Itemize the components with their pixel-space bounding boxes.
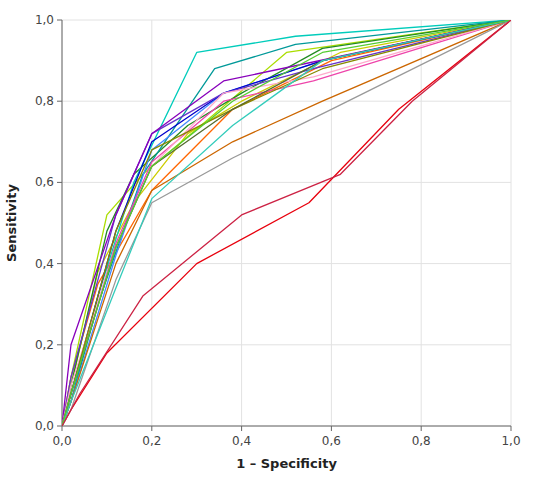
y-tick [57, 263, 62, 264]
x-grid-line [62, 20, 63, 426]
roc-curve [62, 20, 511, 426]
roc-curve [62, 20, 511, 426]
x-tick-label: 0,2 [142, 434, 161, 448]
x-grid-line [421, 20, 422, 426]
y-tick [57, 182, 62, 183]
roc-curve [62, 20, 511, 426]
grid [62, 20, 511, 426]
y-axis-line [62, 20, 63, 426]
y-grid-line [62, 101, 511, 102]
y-tick-label: 1,0 [35, 13, 54, 27]
y-tick-label: 0,2 [35, 338, 54, 352]
x-tick [62, 426, 63, 431]
chart: 0,0 0,2 0,4 0,6 0,8 1,0 0,0 0,2 0,4 0,6 0,8 1,0 1 – … [0, 0, 533, 482]
x-tick [511, 426, 512, 431]
roc-curve [62, 20, 511, 426]
y-tick-label: 0,6 [35, 175, 54, 189]
x-grid-line [331, 20, 332, 426]
x-axis-label: 1 – Specificity [236, 456, 337, 471]
y-grid-line [62, 263, 511, 264]
roc-curve [62, 20, 511, 426]
x-axis-line [62, 426, 511, 427]
y-tick [57, 344, 62, 345]
plot-background [62, 20, 511, 426]
roc-curve [62, 20, 511, 426]
y-axis-label: Sensitivity [4, 184, 19, 262]
x-tick-label: 0,0 [52, 434, 71, 448]
y-grid-line [62, 426, 511, 427]
roc-curve [62, 20, 511, 426]
roc-curve [62, 20, 511, 426]
x-tick-label: 0,8 [412, 434, 431, 448]
y-tick-label: 0,0 [35, 419, 54, 433]
x-tick-label: 0,4 [232, 434, 251, 448]
roc-curve [62, 20, 511, 426]
x-tick-label: 0,6 [322, 434, 341, 448]
x-tick [151, 426, 152, 431]
x-grid-line [151, 20, 152, 426]
x-tick [241, 426, 242, 431]
roc-curve [62, 20, 511, 426]
axes: 0,0 0,2 0,4 0,6 0,8 1,0 0,0 0,2 0,4 0,6 0,8 1,0 [35, 13, 521, 448]
roc-curve [62, 20, 511, 426]
y-tick-label: 0,8 [35, 94, 54, 108]
y-tick-label: 0,4 [35, 257, 54, 271]
x-tick-label: 1,0 [501, 434, 520, 448]
y-tick [57, 101, 62, 102]
lines [62, 20, 511, 426]
roc-curve [62, 20, 511, 426]
x-tick [331, 426, 332, 431]
x-grid-line [511, 20, 512, 426]
roc-curve [62, 20, 511, 426]
roc-curve [62, 20, 511, 426]
y-grid-line [62, 344, 511, 345]
y-tick [57, 426, 62, 427]
x-tick [421, 426, 422, 431]
roc-curve [62, 20, 511, 426]
x-grid-line [241, 20, 242, 426]
roc-curve [62, 20, 511, 426]
roc-curve [62, 20, 511, 426]
y-tick [57, 20, 62, 21]
y-grid-line [62, 20, 511, 21]
roc-curve [62, 20, 511, 426]
roc-curve [62, 20, 511, 426]
roc-curve [62, 20, 511, 426]
